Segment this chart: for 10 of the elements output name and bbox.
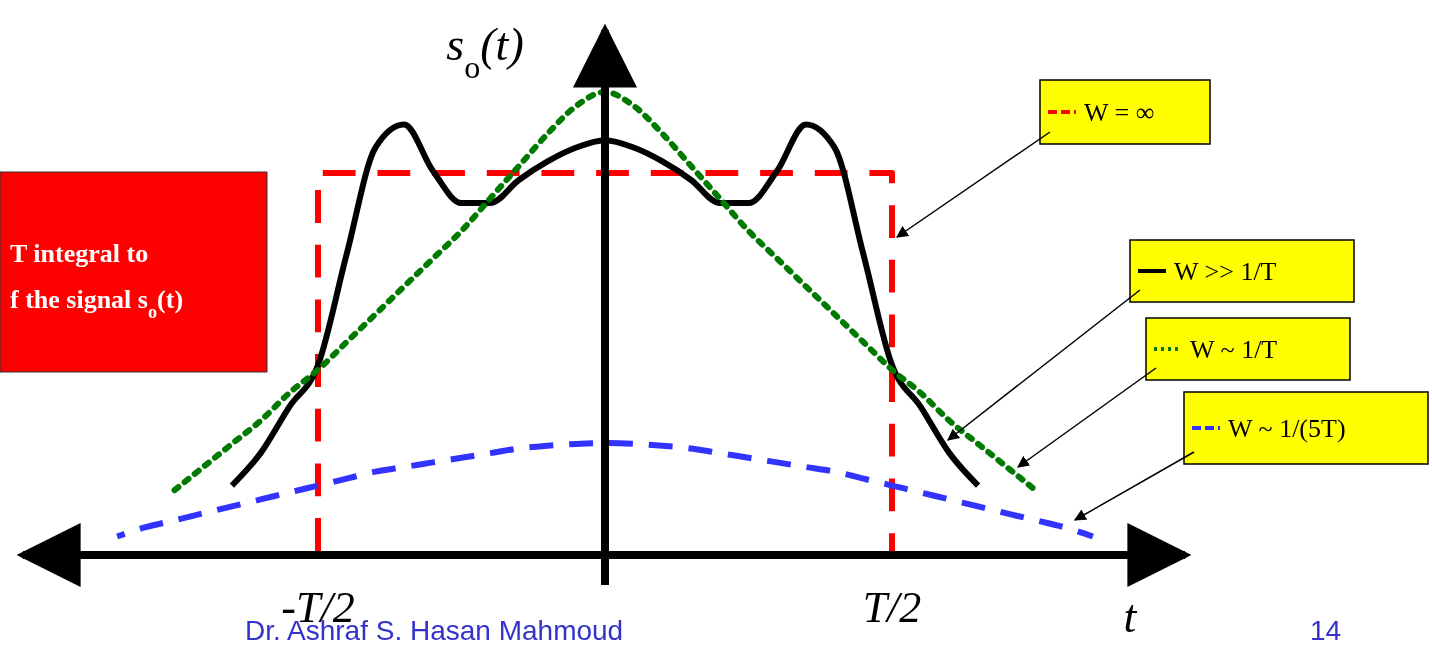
legend-label: W ~ 1/T	[1190, 335, 1278, 364]
legend-label: W ~ 1/(5T)	[1228, 414, 1346, 443]
legend-label: W >> 1/T	[1174, 257, 1277, 286]
x-tick-label: T/2	[862, 583, 922, 632]
annotation: T integral to	[10, 239, 149, 268]
legend-label: W = ∞	[1084, 98, 1155, 127]
text: 14	[1310, 615, 1342, 646]
annotation: f the signal s$_{o}$(t)	[10, 285, 184, 322]
y-axis-title: s$_{o}$(t)	[446, 19, 524, 85]
x-axis-title: t	[1123, 591, 1138, 642]
